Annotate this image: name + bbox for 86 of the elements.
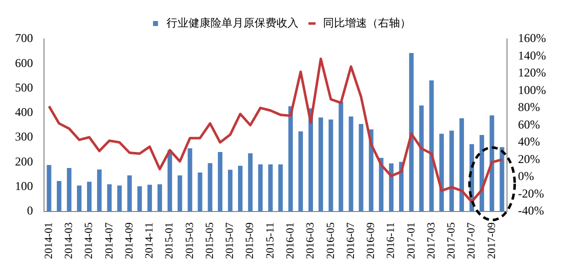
bar — [137, 186, 142, 212]
y2-tick-label: 60% — [518, 117, 540, 132]
x-tick-label: 2017-03 — [425, 222, 438, 260]
x-tick-label: 2015-05 — [204, 222, 216, 260]
bar — [46, 165, 52, 212]
bar — [500, 147, 504, 212]
y-tick-label: 100 — [15, 178, 33, 193]
y-tick-label: 0 — [27, 203, 33, 218]
bar — [490, 115, 494, 212]
x-tick-label: 2014-09 — [123, 222, 136, 260]
bar — [228, 170, 232, 212]
y2-tick-label: 20% — [518, 152, 540, 166]
bar — [419, 105, 424, 212]
bar — [127, 175, 132, 212]
bar — [97, 169, 102, 212]
bar — [480, 135, 484, 212]
y2-tick-label: 140% — [518, 48, 546, 62]
bar — [117, 185, 122, 212]
x-tick-label: 2015-09 — [244, 222, 256, 260]
x-tick-label: 2016-05 — [324, 222, 337, 260]
bar — [168, 150, 172, 212]
y-tick-label: 500 — [15, 80, 33, 94]
bar — [66, 168, 72, 212]
y2-tick-label: 100% — [518, 82, 546, 97]
bar — [429, 80, 434, 212]
bar — [248, 153, 253, 212]
bar — [147, 184, 152, 212]
x-tick-label: 2014-07 — [103, 222, 116, 260]
y2-tick-label: 160% — [518, 31, 546, 46]
bar — [56, 181, 62, 212]
y-tick-label: 600 — [15, 56, 33, 70]
y2-tick-label: -40% — [518, 203, 544, 218]
bar — [328, 120, 334, 212]
x-tick-label: 2014-01 — [42, 222, 55, 260]
x-tick-label: 2014-05 — [83, 222, 96, 260]
bar — [157, 184, 162, 212]
legend-label: 行业健康险单月原保费收入 — [166, 16, 298, 30]
bar — [318, 118, 324, 212]
y2-tick-label: 80% — [518, 100, 540, 114]
x-tick-label: 2015-07 — [224, 222, 236, 260]
bar — [338, 102, 344, 212]
bar — [409, 53, 414, 212]
bar — [76, 185, 82, 212]
bar — [298, 131, 303, 212]
bar — [107, 184, 112, 212]
x-tick-label: 2017-07 — [466, 222, 478, 260]
y-tick-label: 300 — [15, 130, 33, 144]
x-tick-label: 2015-03 — [184, 222, 196, 260]
bar — [378, 158, 384, 212]
bar — [238, 166, 243, 212]
y-tick-label: 400 — [15, 105, 33, 120]
bar — [218, 152, 222, 212]
y-tick-label: 200 — [15, 154, 33, 168]
x-tick-label: 2016-01 — [284, 222, 296, 260]
bar — [178, 175, 182, 212]
bar — [358, 124, 364, 212]
x-tick-label: 2016-09 — [365, 222, 378, 260]
y2-tick-label: -20% — [518, 186, 544, 200]
bar — [208, 163, 212, 212]
x-tick-label: 2017-09 — [486, 222, 498, 260]
bar — [439, 134, 444, 212]
bar — [348, 116, 354, 212]
legend-label: 同比增速（右轴） — [323, 16, 411, 30]
bar — [288, 106, 293, 212]
x-tick-label: 2016-11 — [385, 222, 398, 259]
x-tick-label: 2017-01 — [405, 222, 418, 260]
bar — [258, 164, 263, 212]
bar — [188, 148, 192, 212]
x-tick-label: 2016-07 — [344, 222, 357, 260]
x-tick-label: 2015-01 — [164, 222, 176, 260]
x-tick-label: 2015-11 — [264, 222, 276, 259]
y2-tick-label: 120% — [518, 66, 546, 80]
bar — [198, 172, 202, 212]
x-tick-label: 2017-05 — [446, 222, 458, 260]
x-tick-label: 2014-11 — [144, 222, 156, 259]
bar — [278, 164, 283, 212]
x-tick-label: 2014-03 — [63, 222, 76, 260]
bar — [388, 163, 394, 212]
y2-tick-label: 40% — [518, 134, 540, 149]
y2-tick-label: 0% — [518, 169, 534, 184]
y-tick-label: 700 — [15, 31, 33, 46]
x-tick-label: 2016-03 — [304, 222, 317, 260]
bar — [268, 164, 273, 212]
bar — [459, 118, 464, 212]
bar — [449, 130, 454, 212]
bar — [87, 182, 92, 212]
